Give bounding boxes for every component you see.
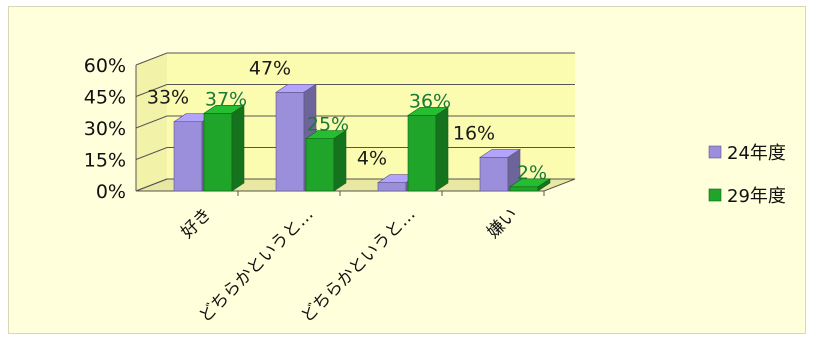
bar — [203, 113, 233, 192]
legend-label: 24年度 — [727, 143, 786, 164]
y-tick-label: 60% — [84, 55, 126, 77]
category-label: どちらかというと… — [297, 204, 419, 326]
legend: 24年度 29年度 — [708, 143, 786, 207]
bar — [305, 138, 335, 192]
data-label: 33% — [147, 87, 189, 109]
bar-side — [231, 104, 245, 192]
category-label: 嫌い — [483, 204, 521, 242]
legend-label: 29年度 — [727, 186, 786, 207]
bar — [173, 121, 203, 192]
data-label: 16% — [453, 122, 495, 144]
y-tick-label: 0% — [96, 181, 126, 203]
bar-side — [537, 178, 551, 192]
y-tick-labels: 60% 45% 30% 15% 0% — [84, 55, 126, 203]
bars — [173, 83, 551, 192]
category-label: どちらかというと… — [195, 204, 317, 326]
bar — [275, 92, 305, 192]
bar — [479, 157, 509, 192]
data-label: 2% — [517, 162, 547, 184]
data-label: 4% — [357, 148, 387, 170]
data-label: 47% — [249, 57, 291, 79]
bar — [509, 186, 539, 192]
y-tick-label: 45% — [84, 87, 126, 109]
y-tick-label: 15% — [84, 150, 126, 172]
data-labels: 33% 37%47% 25% 4% 36%16% 2% — [147, 57, 547, 184]
data-label: 37% — [205, 88, 247, 110]
bar — [407, 115, 437, 192]
bar-side — [333, 129, 347, 192]
gridline — [135, 52, 575, 66]
bar-side — [435, 106, 449, 192]
legend-swatch — [708, 188, 722, 202]
data-label: 25% — [307, 114, 349, 136]
axes — [135, 65, 545, 196]
chart-area: 60% 45% 30% 15% 0% 好き どちらかというと… どちらかというと… 嫌い 33… — [8, 6, 806, 334]
legend-swatch — [708, 145, 722, 159]
bar — [377, 182, 407, 192]
data-label: 36% — [409, 90, 451, 112]
gridline — [135, 84, 575, 97]
category-label: 好き — [177, 204, 215, 242]
y-tick-label: 30% — [84, 118, 126, 140]
